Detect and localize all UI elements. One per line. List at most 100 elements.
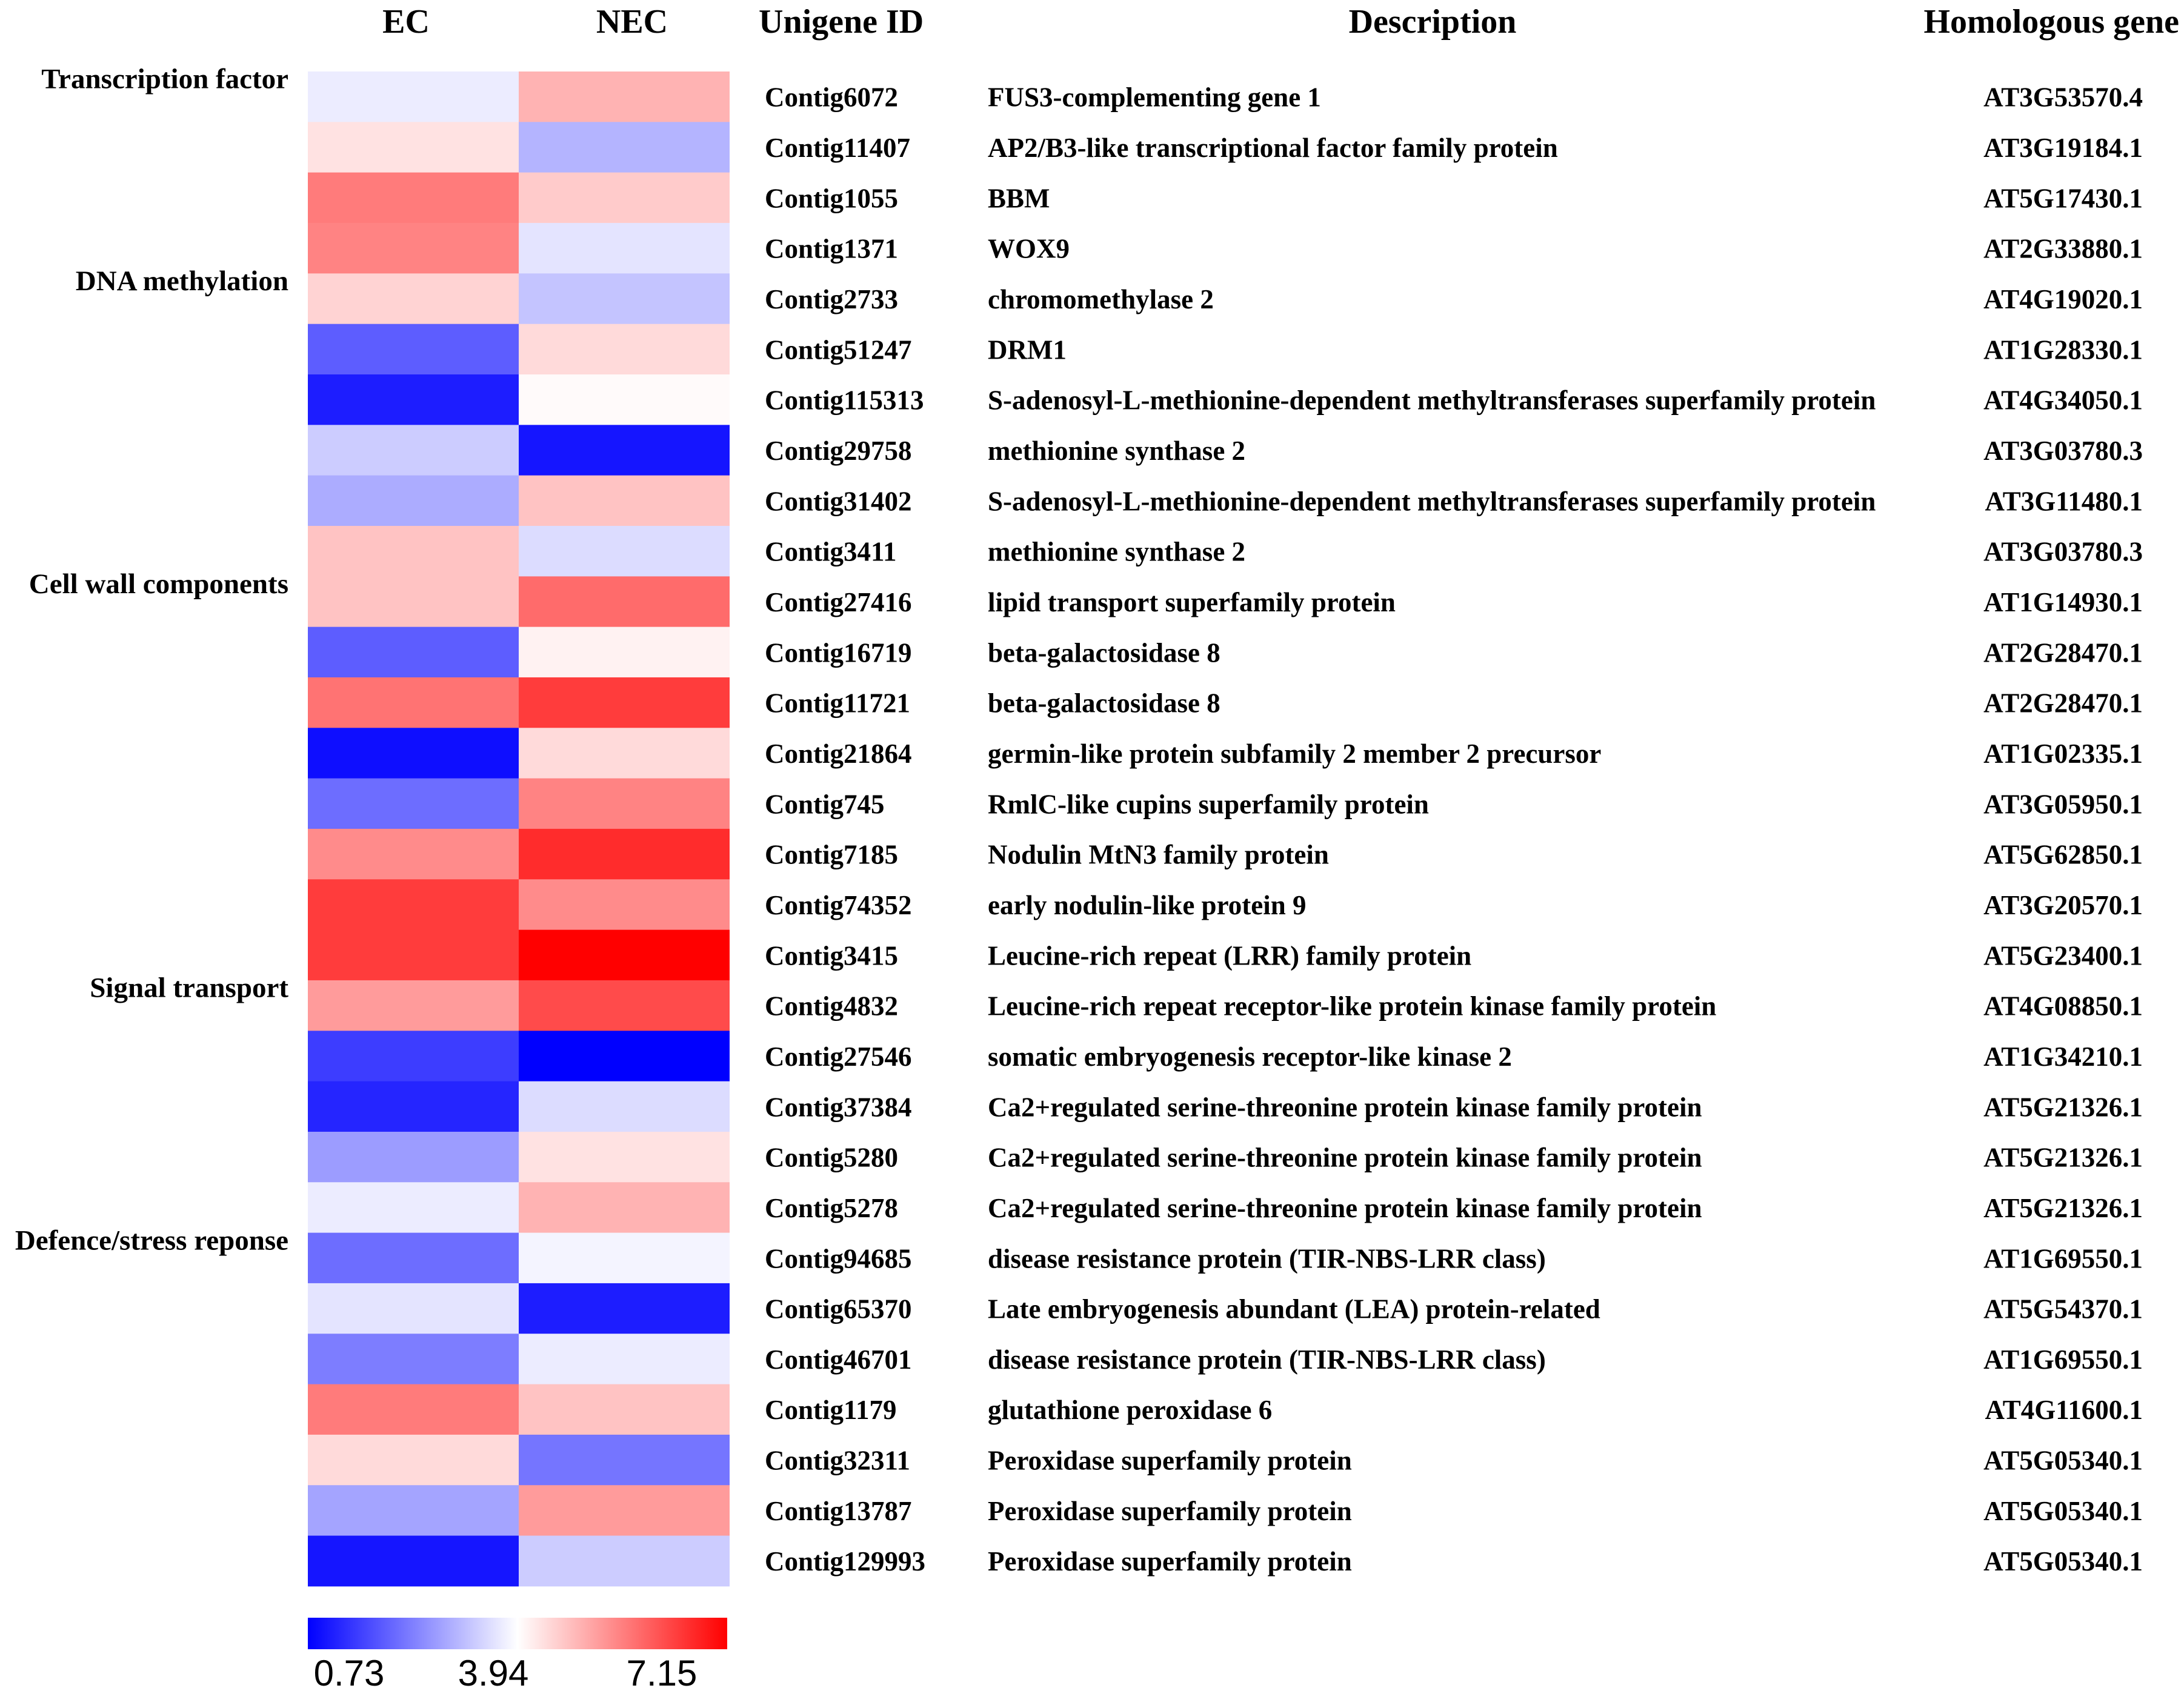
gene-description: disease resistance protein (TIR-NBS-LRR … [988,1243,1546,1274]
unigene-id-header: Unigene ID [759,3,924,41]
homologous-gene: AT2G28470.1 [1983,637,2143,668]
unigene-id: Contig29758 [765,436,912,466]
homologous-gene: AT1G69550.1 [1983,1243,2143,1274]
homologous-gene: AT3G20570.1 [1983,890,2143,920]
heatmap-cell-nec [519,980,730,1031]
homologous-gene: AT1G14930.1 [1983,587,2143,617]
gene-description: Leucine-rich repeat (LRR) family protein [988,940,1471,971]
heatmap-cell-nec [519,1081,730,1132]
homologous-gene: AT3G03780.3 [1983,537,2143,567]
unigene-id: Contig3415 [765,940,898,971]
gene-description: S-adenosyl-L-methionine-dependent methyl… [988,385,1876,416]
category-label: DNA methylation [76,265,288,297]
heatmap-cell-nec [519,1334,730,1385]
gene-description: Nodulin MtN3 family protein [988,840,1329,870]
gene-description: AP2/B3-like transcriptional factor famil… [988,133,1558,163]
heatmap-cell-nec [519,1232,730,1284]
unigene-id: Contig27416 [765,587,912,617]
gene-description: beta-galactosidase 8 [988,688,1220,719]
row-annotations: Contig6072 FUS3-complementing gene 1 AT3G5… [765,82,2143,1577]
unigene-id: Contig745 [765,789,885,819]
heatmap-cell-nec [519,626,730,678]
heatmap-cell-ec [308,828,519,880]
gene-description: methionine synthase 2 [988,436,1245,466]
heatmap-cell-ec [308,1131,519,1183]
unigene-id: Contig94685 [765,1243,912,1274]
heatmap-cell-ec [308,929,519,981]
column-header-nec: NEC [596,3,668,41]
homologous-gene: AT4G08850.1 [1983,991,2143,1022]
gene-description: beta-galactosidase 8 [988,637,1220,668]
gene-description: BBM [988,183,1050,213]
homologous-gene: AT3G11480.1 [1985,486,2143,516]
heatmap-cell-ec [308,374,519,425]
heatmap-cell-ec [308,626,519,678]
gene-description: Leucine-rich repeat receptor-like protei… [988,991,1716,1022]
heatmap-cell-nec [519,677,730,728]
heatmap-cell-nec [519,879,730,931]
unigene-id: Contig1179 [765,1395,897,1425]
unigene-id: Contig21864 [765,739,912,769]
colorbar-tick-label: 0.73 [314,1653,385,1688]
homologous-gene: AT4G11600.1 [1985,1395,2143,1425]
heatmap-cell-ec [308,324,519,375]
homologous-gene: AT3G19184.1 [1983,133,2143,163]
homologous-gene: AT2G33880.1 [1983,234,2143,264]
unigene-id: Contig2733 [765,284,898,314]
unigene-id: Contig37384 [765,1092,912,1122]
heatmap-cell-nec [519,525,730,577]
unigene-id: Contig11407 [765,133,910,163]
gene-description: somatic embryogenesis receptor-like kina… [988,1042,1512,1072]
unigene-id: Contig27546 [765,1042,912,1072]
unigene-id: Contig1371 [765,234,898,264]
gene-description: DRM1 [988,334,1067,365]
gene-description: WOX9 [988,234,1070,264]
gene-description: RmlC-like cupins superfamily protein [988,789,1429,819]
unigene-id: Contig31402 [765,486,912,516]
gene-description: FUS3-complementing gene 1 [988,82,1321,113]
heatmap-cell-nec [519,122,730,173]
heatmap-cell-ec [308,525,519,577]
heatmap-cell-nec [519,1384,730,1435]
column-header-ec: EC [382,3,430,41]
colorbar-tick-label: 7.15 [627,1653,697,1688]
unigene-id: Contig46701 [765,1344,912,1375]
unigene-id: Contig16719 [765,637,912,668]
heatmap-cell-ec [308,273,519,325]
homologous-gene: AT5G05340.1 [1983,1496,2143,1526]
heatmap-cell-ec [308,1232,519,1284]
unigene-id: Contig32311 [765,1446,910,1476]
heatmap-cell-ec [308,728,519,779]
heatmap-cell-ec [308,222,519,274]
heatmap-cell-ec [308,879,519,931]
homologous-gene: AT5G17430.1 [1983,183,2143,213]
unigene-id: Contig5278 [765,1193,898,1223]
gene-description: Late embryogenesis abundant (LEA) protei… [988,1294,1600,1324]
unigene-id: Contig6072 [765,82,898,113]
heatmap-cell-ec [308,1031,519,1082]
gene-description: Peroxidase superfamily protein [988,1546,1352,1577]
heatmap-cell-ec [308,1081,519,1132]
colorbar-tick-label: 3.94 [458,1653,529,1688]
heatmap-cell-ec [308,425,519,476]
homologous-gene-header: Homologous gene [1923,3,2179,41]
unigene-id: Contig11721 [765,688,910,719]
heatmap-cell-nec [519,222,730,274]
homologous-gene: AT2G28470.1 [1983,688,2143,719]
heatmap-cell-ec [308,576,519,628]
heatmap-cell-ec [308,71,519,122]
unigene-id: Contig65370 [765,1294,912,1324]
homologous-gene: AT4G34050.1 [1983,385,2143,416]
homologous-gene: AT3G03780.3 [1983,436,2143,466]
homologous-gene: AT5G54370.1 [1983,1294,2143,1324]
homologous-gene: AT3G53570.4 [1983,82,2143,113]
unigene-id: Contig3411 [765,537,897,567]
homologous-gene: AT3G05950.1 [1983,789,2143,819]
heatmap-cell-ec [308,1334,519,1385]
homologous-gene: AT1G28330.1 [1983,334,2143,365]
heatmap-cell-nec [519,1182,730,1234]
heatmap-cell-nec [519,1283,730,1334]
unigene-id: Contig5280 [765,1143,898,1173]
gene-description: Ca2+regulated serine-threonine protein k… [988,1193,1702,1223]
